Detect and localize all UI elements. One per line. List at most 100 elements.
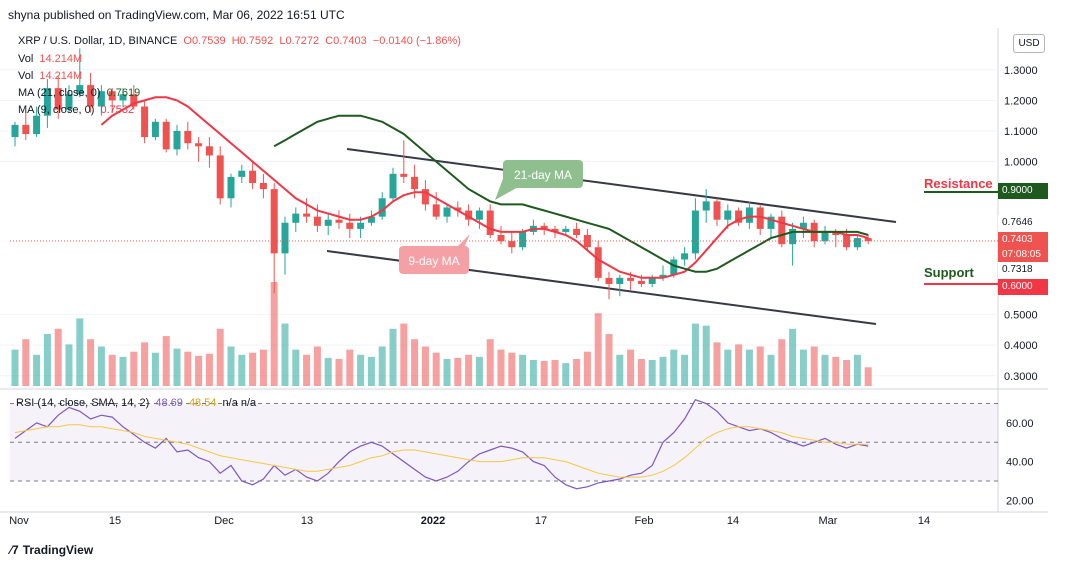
price-tick-label: 0.3000 bbox=[1004, 371, 1038, 383]
time-tick-label: 15 bbox=[109, 515, 121, 527]
volume-bar bbox=[616, 354, 624, 386]
candle-body bbox=[43, 88, 51, 116]
volume-bar bbox=[357, 354, 365, 386]
time-tick-label: 14 bbox=[918, 515, 930, 527]
ma21-legend-label: MA (21, close, 0) bbox=[18, 87, 101, 99]
candle-body bbox=[227, 176, 235, 199]
candle-body bbox=[627, 277, 635, 281]
candle-body bbox=[378, 198, 386, 217]
volume-bar bbox=[529, 360, 537, 386]
candle-body bbox=[853, 238, 861, 248]
volume-bar bbox=[864, 367, 872, 386]
candle-body bbox=[11, 124, 19, 138]
ma9-legend[interactable]: MA (9, close, 0) 0.7532 bbox=[18, 104, 137, 116]
volume-bar bbox=[87, 339, 95, 386]
volume-bar bbox=[497, 349, 505, 386]
support-marker: Support bbox=[924, 265, 998, 285]
candle-body bbox=[400, 173, 408, 177]
candlesticks bbox=[11, 48, 872, 300]
candle-body bbox=[713, 201, 721, 220]
volume-bar bbox=[97, 346, 105, 386]
rsi-legend[interactable]: RSI (14, close, SMA, 14, 2) 48.69 48.54 … bbox=[16, 397, 259, 409]
price-tick-label: 1.2000 bbox=[1004, 95, 1038, 107]
volume-bar bbox=[259, 349, 267, 386]
volume-bar bbox=[249, 352, 257, 386]
rsi-panel bbox=[10, 403, 998, 482]
candle-body bbox=[789, 228, 797, 245]
candle-body bbox=[292, 213, 300, 223]
volume-bar bbox=[238, 354, 246, 386]
last-price-tag: 0.7403 bbox=[998, 232, 1048, 248]
symbol-legend: XRP / U.S. Dollar, 1D, BINANCE O0.7539 H… bbox=[18, 35, 464, 47]
ohlc-close: C0.7403 bbox=[325, 35, 367, 47]
candle-body bbox=[745, 207, 753, 223]
volume-bar bbox=[637, 358, 645, 386]
candle-body bbox=[346, 222, 354, 229]
volume-bar bbox=[627, 349, 635, 386]
candle-body bbox=[54, 88, 62, 110]
volume-bar bbox=[173, 348, 181, 386]
candle-body bbox=[411, 176, 419, 190]
ohlc-open: O0.7539 bbox=[183, 35, 226, 47]
volume-bar bbox=[853, 354, 861, 386]
time-tick-label: Feb bbox=[635, 515, 654, 527]
candle-body bbox=[141, 106, 149, 138]
volume-bar bbox=[724, 349, 732, 386]
vol-label: Vol bbox=[18, 53, 34, 65]
price-tick-label: 0.4000 bbox=[1004, 340, 1038, 352]
candle-body bbox=[508, 241, 516, 248]
volume-bars bbox=[11, 282, 872, 386]
volume-bar bbox=[810, 346, 818, 386]
rsi-tick-label: 20.00 bbox=[1006, 495, 1034, 507]
volume-bar bbox=[378, 346, 386, 386]
volume-bar bbox=[540, 361, 548, 386]
volume-bar bbox=[400, 323, 408, 386]
candle-body bbox=[691, 210, 699, 254]
volume-bar bbox=[691, 323, 699, 386]
rsi-tick-label: 40.00 bbox=[1006, 457, 1034, 469]
vol-value: 14.214M bbox=[39, 70, 83, 82]
volume-bar bbox=[205, 353, 213, 386]
volume-legend-2[interactable]: Vol 14.214M bbox=[18, 70, 85, 82]
candle-body bbox=[22, 124, 30, 135]
candle-body bbox=[389, 173, 397, 199]
ma21-price-tag: 0.7646 bbox=[998, 215, 1048, 231]
currency-button[interactable]: USD bbox=[1013, 34, 1045, 53]
candle-body bbox=[162, 121, 170, 150]
resistance-marker: Resistance bbox=[924, 176, 998, 193]
volume-bar bbox=[108, 354, 116, 386]
volume-bar bbox=[562, 363, 570, 386]
candle-body bbox=[65, 94, 73, 110]
ohlc-high: H0.7592 bbox=[231, 35, 274, 47]
volume-bar bbox=[605, 334, 613, 386]
volume-bar bbox=[767, 354, 775, 386]
symbol-name[interactable]: XRP / U.S. Dollar, 1D, BINANCE bbox=[18, 35, 178, 47]
volume-bar bbox=[216, 328, 224, 386]
candle-body bbox=[724, 210, 732, 220]
ma21-legend[interactable]: MA (21, close, 0) 0.7619 bbox=[18, 87, 143, 99]
candle-body bbox=[843, 235, 851, 248]
time-tick-label: 17 bbox=[535, 515, 547, 527]
candle-body bbox=[238, 170, 246, 177]
candle-body bbox=[864, 238, 872, 242]
volume-legend-1[interactable]: Vol 14.214M bbox=[18, 53, 85, 65]
candle-body bbox=[605, 277, 613, 284]
volume-bar bbox=[367, 356, 375, 386]
volume-bar bbox=[508, 352, 516, 386]
volume-bar bbox=[789, 328, 797, 386]
volume-bar bbox=[475, 356, 483, 386]
ma21-callout-label: 21-day MA bbox=[514, 168, 572, 182]
price-channel bbox=[326, 148, 897, 325]
volume-bar bbox=[421, 346, 429, 386]
candle-body bbox=[151, 121, 159, 138]
candle-body bbox=[195, 143, 203, 147]
rsi-sma-legend-value: 48.54 bbox=[188, 397, 217, 409]
volume-bar bbox=[162, 336, 170, 386]
tradingview-logo[interactable]: ⁄7 TradingView bbox=[10, 543, 93, 557]
volume-bar bbox=[465, 354, 473, 386]
candle-body bbox=[205, 146, 213, 156]
countdown-tag: 07:08:05 bbox=[998, 247, 1048, 263]
volume-bar bbox=[573, 358, 581, 386]
ma9-callout-label: 9-day MA bbox=[408, 254, 459, 268]
